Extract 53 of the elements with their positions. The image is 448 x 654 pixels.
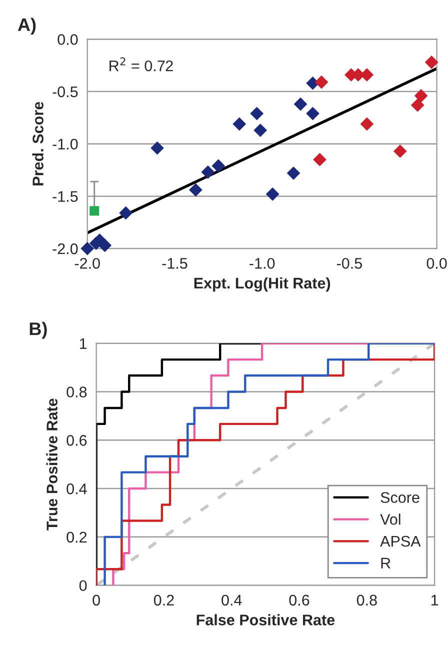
legend-label: R <box>381 558 390 568</box>
point <box>411 98 424 112</box>
point <box>189 183 202 196</box>
chart-title: B) <box>30 322 47 339</box>
x-tick-label: -1.5 <box>162 258 188 269</box>
y-tick-label: 0.0 <box>58 34 78 45</box>
y-tick-label: 0.2 <box>66 532 87 543</box>
x-tick-label: 0.2 <box>154 594 174 606</box>
y-tick-label: -1.0 <box>52 138 78 150</box>
point <box>286 166 300 180</box>
y-tick-label: 0.4 <box>66 483 87 494</box>
y-tick-label: -2.0 <box>52 243 78 254</box>
x-tick-label: 0.6 <box>289 594 310 606</box>
point <box>294 98 308 111</box>
legend-label: Vol <box>380 514 400 525</box>
y-axis-title: Pred. Score <box>32 102 44 186</box>
y-axis-title: True Positive Rate <box>46 398 58 530</box>
y-tick-label: 0.8 <box>66 386 87 398</box>
x-axis-title: False Positive Rate <box>196 614 335 626</box>
x-axis-title: Expt. Log(Hit Rate) <box>194 277 330 292</box>
legend-label: Score <box>380 492 420 503</box>
point <box>394 144 407 158</box>
point <box>254 124 267 137</box>
chart-title: A) <box>18 18 36 35</box>
annotation: R$^{2}$ = 0.72 <box>110 57 173 72</box>
x-tick-label: -0.5 <box>336 258 362 269</box>
x-tick-label: 0 <box>92 594 100 606</box>
point <box>90 206 100 216</box>
x-tick-label: 1 <box>431 594 438 606</box>
y-tick-label: 0.6 <box>66 435 87 446</box>
point <box>119 206 132 220</box>
point <box>314 76 328 89</box>
point <box>360 117 374 131</box>
x-tick-label: 0.8 <box>356 594 377 606</box>
x-tick-label: -1.0 <box>250 258 275 269</box>
point <box>232 117 246 131</box>
y-tick-label: 1 <box>80 338 87 349</box>
x-tick-label: 0.0 <box>426 258 447 269</box>
point <box>306 106 320 120</box>
point <box>414 89 428 102</box>
legend-label: APSA <box>380 536 421 547</box>
point <box>313 153 326 166</box>
y-tick-label: 0 <box>79 580 87 592</box>
y-tick-label: -0.5 <box>52 86 78 98</box>
x-tick-label: 0.4 <box>222 594 242 606</box>
point <box>250 106 264 120</box>
point <box>424 56 438 69</box>
point <box>212 159 225 172</box>
point <box>266 188 280 201</box>
y-tick-label: -1.5 <box>52 191 78 202</box>
point <box>201 166 214 179</box>
point <box>80 242 94 256</box>
point <box>150 142 164 155</box>
